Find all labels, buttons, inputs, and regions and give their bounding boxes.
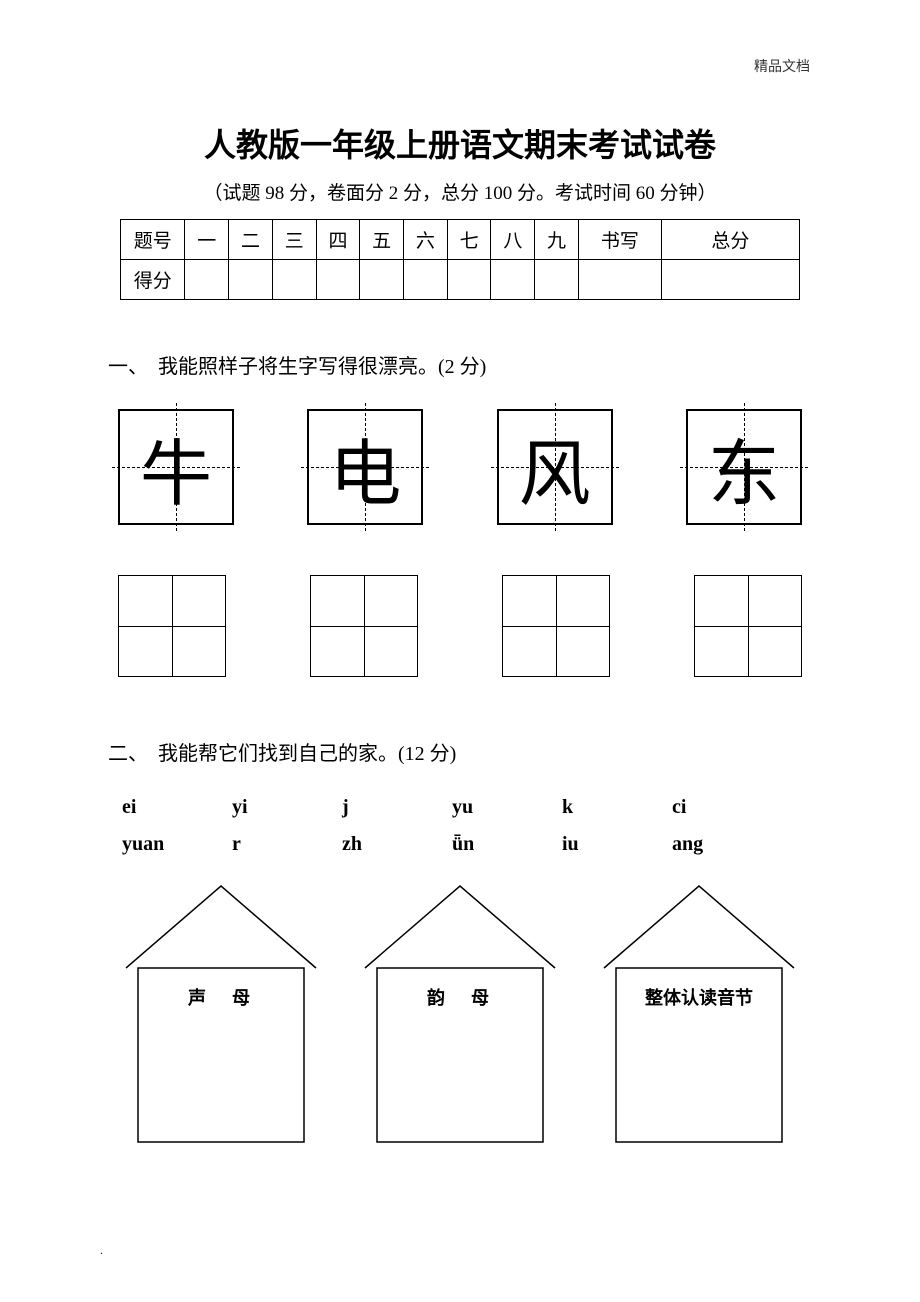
subtitle: （试题 98 分，卷面分 2 分，总分 100 分。考试时间 60 分钟） [100, 178, 820, 205]
cell-empty [661, 260, 799, 300]
example-char: 牛 [120, 411, 232, 523]
pinyin-row: yuan r zh ǖn iu ang [122, 833, 820, 856]
pinyin-item: ǖn [452, 833, 562, 856]
cell: 二 [229, 220, 273, 260]
house-icon [116, 880, 326, 1148]
tianzi-box: 牛 [118, 409, 234, 525]
practice-box-row [100, 575, 820, 677]
tianzi-empty-box [694, 575, 802, 677]
cell-label: 题号 [121, 220, 185, 260]
house: 整体认读音节 [594, 880, 804, 1148]
page-title: 人教版一年级上册语文期末考试试卷 [100, 120, 820, 166]
tianzi-empty-box [502, 575, 610, 677]
cell-empty [360, 260, 404, 300]
house-icon [355, 880, 565, 1148]
pinyin-item: j [342, 796, 452, 819]
pinyin-row: ei yi j yu k ci [122, 796, 820, 819]
house-label: 整体认读音节 [594, 984, 804, 1010]
table-row: 得分 [121, 260, 800, 300]
score-table: 题号 一 二 三 四 五 六 七 八 九 书写 总分 得分 [120, 219, 800, 300]
cell: 书写 [578, 220, 661, 260]
pinyin-item: yu [452, 796, 562, 819]
tianzi-empty-box [310, 575, 418, 677]
pinyin-item: ang [672, 833, 782, 856]
houses-row: 声 母 韵 母 整体认读音节 [100, 880, 820, 1148]
watermark-text: 精品文档 [754, 56, 810, 76]
cell-empty [404, 260, 448, 300]
house: 韵 母 [355, 880, 565, 1148]
tianzi-box: 风 [497, 409, 613, 525]
example-char: 东 [688, 411, 800, 523]
section2-heading: 二、 我能帮它们找到自己的家。(12 分) [108, 737, 820, 766]
footer-mark: . [100, 1243, 103, 1258]
cell-empty [447, 260, 491, 300]
pinyin-item: ei [122, 796, 232, 819]
cell-empty [185, 260, 229, 300]
cell: 总分 [661, 220, 799, 260]
cell: 七 [447, 220, 491, 260]
cell: 八 [491, 220, 535, 260]
tianzi-box: 东 [686, 409, 802, 525]
pinyin-item: k [562, 796, 672, 819]
cell: 三 [272, 220, 316, 260]
cell-label: 得分 [121, 260, 185, 300]
pinyin-item: zh [342, 833, 452, 856]
tianzi-empty-box [118, 575, 226, 677]
pinyin-list: ei yi j yu k ci yuan r zh ǖn iu ang [100, 796, 820, 856]
example-char: 电 [309, 411, 421, 523]
example-char: 风 [499, 411, 611, 523]
cell-empty [535, 260, 579, 300]
cell-empty [491, 260, 535, 300]
pinyin-item: ci [672, 796, 782, 819]
cell: 六 [404, 220, 448, 260]
cell: 四 [316, 220, 360, 260]
cell: 五 [360, 220, 404, 260]
section1-heading: 一、 我能照样子将生字写得很漂亮。(2 分) [108, 350, 820, 379]
cell: 九 [535, 220, 579, 260]
pinyin-item: yi [232, 796, 342, 819]
house-label: 声 母 [116, 984, 326, 1010]
tianzi-box: 电 [307, 409, 423, 525]
example-char-row: 牛 电 风 东 [100, 409, 820, 525]
pinyin-item: r [232, 833, 342, 856]
cell: 一 [185, 220, 229, 260]
house: 声 母 [116, 880, 326, 1148]
house-label: 韵 母 [355, 984, 565, 1010]
cell-empty [272, 260, 316, 300]
house-icon [594, 880, 804, 1148]
table-row: 题号 一 二 三 四 五 六 七 八 九 书写 总分 [121, 220, 800, 260]
cell-empty [316, 260, 360, 300]
pinyin-item: yuan [122, 833, 232, 856]
cell-empty [229, 260, 273, 300]
cell-empty [578, 260, 661, 300]
pinyin-item: iu [562, 833, 672, 856]
